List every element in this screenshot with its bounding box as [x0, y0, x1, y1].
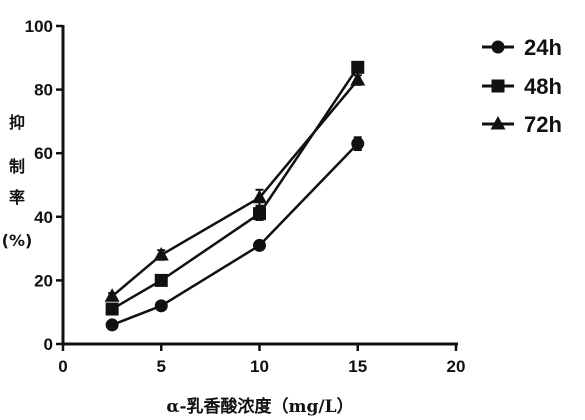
- data-point: [350, 72, 366, 86]
- y-tick-label: 0: [44, 335, 53, 354]
- legend-label: 72h: [524, 112, 562, 137]
- y-axis-title-char: 率: [9, 188, 25, 207]
- y-tick-label: 60: [34, 144, 53, 163]
- data-point: [351, 137, 365, 151]
- data-point: [253, 238, 266, 252]
- y-tick-label: 40: [34, 208, 53, 227]
- axes: 0 5 10 15 20 0 20 40 60 80 100: [25, 17, 466, 376]
- series-24h: [105, 136, 365, 332]
- data-point: [153, 246, 169, 261]
- series-line: [111, 66, 359, 311]
- y-axis-title-char: 制: [9, 157, 25, 176]
- data-point: [253, 207, 266, 221]
- series-line: [111, 79, 359, 298]
- data-point: [154, 273, 168, 287]
- data-point: [105, 302, 119, 316]
- legend-item-48h: 48h: [482, 74, 562, 99]
- x-tick-label: 10: [250, 357, 269, 376]
- x-tick-label: 20: [447, 357, 466, 376]
- x-tick-label: 5: [157, 357, 166, 376]
- data-point: [105, 318, 119, 332]
- y-tick-label: 100: [25, 17, 53, 36]
- x-tick-label: 0: [58, 357, 67, 376]
- series-layer: [104, 60, 366, 332]
- y-axis-title-char: 抑: [9, 113, 25, 132]
- x-axis-title: α-乳香酸浓度（mg/L）: [166, 396, 353, 417]
- data-point: [252, 189, 267, 204]
- legend-label: 48h: [524, 74, 562, 99]
- series-line: [111, 142, 359, 327]
- legend-marker: [490, 116, 506, 130]
- legend-item-24h: 24h: [482, 35, 562, 60]
- data-point: [351, 60, 365, 74]
- legend-label: 24h: [524, 35, 562, 60]
- series-48h: [105, 60, 365, 316]
- series-72h: [104, 72, 366, 302]
- y-axis-title-char: (%): [2, 231, 33, 250]
- y-tick-label: 80: [34, 81, 53, 100]
- legend-marker: [491, 40, 505, 54]
- legend-item-72h: 72h: [482, 112, 562, 137]
- y-tick-label: 20: [34, 271, 53, 290]
- y-axis-title: 抑制率 (%): [2, 113, 33, 250]
- legend: 24h 48h 72h: [482, 35, 562, 137]
- x-tick-label: 15: [348, 357, 367, 376]
- legend-marker: [491, 79, 505, 93]
- data-point: [104, 288, 120, 302]
- data-point: [154, 299, 168, 313]
